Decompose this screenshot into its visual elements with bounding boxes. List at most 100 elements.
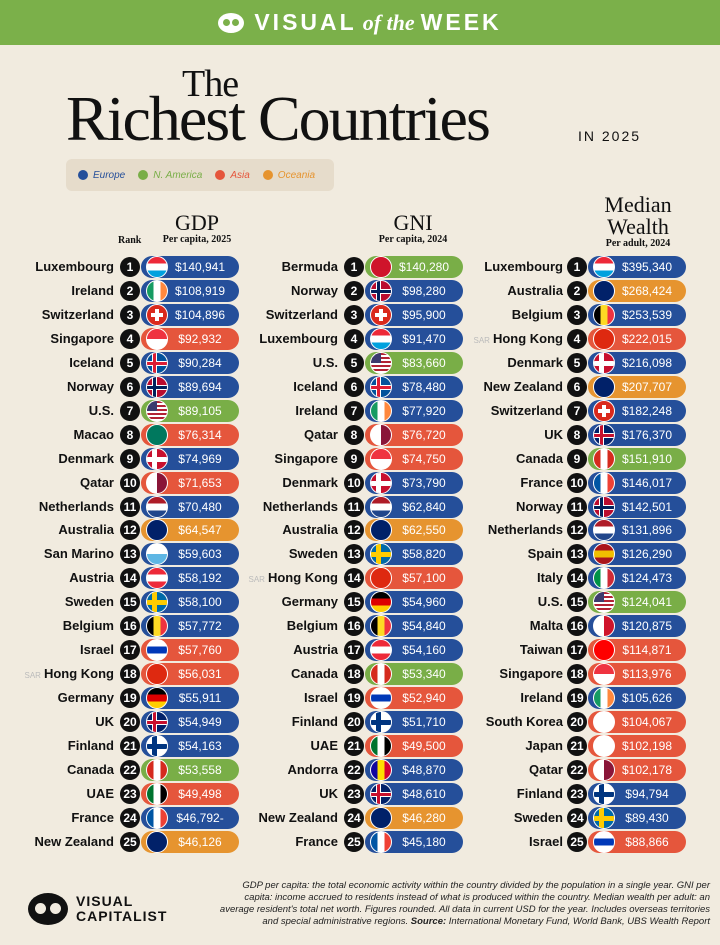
flag-lu-icon <box>146 256 168 278</box>
rank-badge: 3 <box>567 304 587 325</box>
flag-dk-icon <box>593 351 615 374</box>
flag-de-icon <box>370 591 392 614</box>
gni-subtitle: Per capita, 2024 <box>378 234 448 245</box>
flag-at-icon <box>370 639 392 662</box>
legend-item: N. America <box>138 170 202 181</box>
country-name: Spain <box>528 546 563 561</box>
flag-qa-icon <box>146 471 168 494</box>
country-name: Singapore <box>274 451 338 466</box>
country-label: France <box>520 474 563 490</box>
country-label: Switzerland <box>41 306 114 322</box>
flag-nl-icon <box>593 519 615 542</box>
rank-badge: 13 <box>120 544 140 565</box>
flag-at-icon <box>146 567 168 590</box>
rank-badge: 8 <box>120 424 140 445</box>
rank-badge: 14 <box>120 568 140 589</box>
country-name: SAR Hong Kong <box>474 331 564 346</box>
country-label: Qatar <box>304 426 338 442</box>
country-name: Israel <box>304 690 338 705</box>
country-label: New Zealand <box>34 833 114 849</box>
country-name: France <box>295 834 338 849</box>
country-label: Ireland <box>71 282 114 298</box>
rank-badge: 8 <box>567 424 587 445</box>
country-label: Hong Kong <box>492 330 563 346</box>
country-label: Switzerland <box>490 402 563 418</box>
flag-sg-icon <box>593 663 615 686</box>
country-label: Austria <box>293 642 338 658</box>
country-name: Switzerland <box>491 403 563 418</box>
country-name: Singapore <box>499 666 563 681</box>
country-name: Austria <box>69 570 114 585</box>
flag-fr-icon <box>370 830 392 853</box>
rank-badge: 4 <box>344 328 364 349</box>
country-name: Qatar <box>304 427 338 442</box>
country-name: Sweden <box>65 594 114 609</box>
country-label: San Marino <box>43 546 114 562</box>
country-name: Belgium <box>63 618 114 633</box>
rank-badge: 22 <box>567 759 587 780</box>
flag-ie-icon <box>146 279 168 302</box>
rank-badge: 14 <box>567 568 587 589</box>
country-name: U.S. <box>538 594 563 609</box>
country-label: Canada <box>291 666 338 682</box>
flag-jp-icon <box>593 735 615 757</box>
rank-badge: 16 <box>567 616 587 637</box>
sar-label: SAR <box>24 671 41 681</box>
flag-il-icon <box>370 687 392 710</box>
legend: Europe N. America Asia Oceania <box>66 159 334 191</box>
rank-badge: 7 <box>567 400 587 421</box>
flag-dk-icon <box>370 471 392 494</box>
country-name: U.S. <box>89 403 114 418</box>
country-name: Denmark <box>507 355 563 370</box>
source-text: International Monetary Fund, World Bank,… <box>448 916 710 927</box>
flag-es-icon <box>593 543 615 566</box>
rank-badge: 10 <box>120 472 140 493</box>
rank-badge: 2 <box>120 280 140 301</box>
country-label: Austria <box>69 570 114 586</box>
country-label: UK <box>544 426 563 442</box>
flag-be-icon <box>146 615 168 638</box>
legend-dot-icon <box>138 170 149 180</box>
country-label: Qatar <box>529 761 563 777</box>
page-title: Richest Countries <box>66 83 491 154</box>
country-label: Hong Kong <box>43 666 114 682</box>
flag-il-icon <box>593 830 615 853</box>
country-label: Norway <box>291 282 338 298</box>
country-name: San Marino <box>44 546 114 561</box>
flag-is-icon <box>146 351 168 374</box>
visual-capitalist-mark-icon <box>28 893 68 925</box>
country-label: Denmark <box>282 474 338 490</box>
country-name: UK <box>95 714 114 729</box>
country-label: Malta <box>529 618 563 634</box>
country-name: Ireland <box>520 690 563 705</box>
rank-badge: 11 <box>120 496 140 517</box>
flag-qa-icon <box>370 423 392 446</box>
rank-badge: 16 <box>120 616 140 637</box>
country-name: Italy <box>537 570 563 585</box>
flag-nz-icon <box>370 806 392 829</box>
country-name: Qatar <box>529 762 563 777</box>
rank-badge: 1 <box>120 257 140 277</box>
country-name: Iceland <box>69 355 114 370</box>
rank-badge: 11 <box>344 496 364 517</box>
rank-badge: 5 <box>344 352 364 373</box>
rank-badge: 3 <box>120 304 140 325</box>
country-name: Singapore <box>50 331 114 346</box>
flag-nl-icon <box>146 495 168 518</box>
country-name: U.S. <box>313 355 338 370</box>
country-name: Finland <box>517 786 563 801</box>
country-name: Bermuda <box>282 259 338 274</box>
flag-ie-icon <box>593 687 615 710</box>
country-name: New Zealand <box>484 379 563 394</box>
country-name: Israel <box>529 834 563 849</box>
country-label: Australia <box>507 282 563 298</box>
flag-bm-icon <box>370 256 392 278</box>
rank-badge: 24 <box>120 807 140 828</box>
country-label: France <box>71 809 114 825</box>
country-label: Belgium <box>286 618 338 634</box>
legend-label: Europe <box>93 169 126 181</box>
legend-label: Asia <box>230 169 250 181</box>
rank-badge: 15 <box>344 592 364 613</box>
source-label: Source: <box>410 916 447 927</box>
country-label: Finland <box>67 738 114 753</box>
